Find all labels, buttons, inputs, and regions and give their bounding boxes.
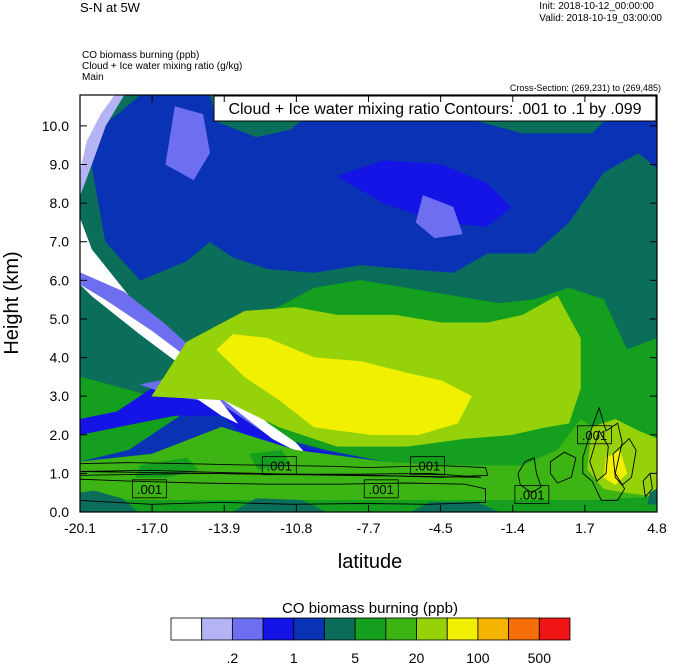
y-axis: 0.0 1.0 2.0 3.0 4.0 5.0 6.0 7.0 8.0 9.0 10.0 bbox=[42, 118, 657, 520]
colorbar-ticks: .2 1 5 20 100 500 bbox=[227, 650, 552, 666]
field-region-21 bbox=[216, 334, 472, 436]
y-tick-label: 2.0 bbox=[50, 427, 70, 443]
colorbar-swatch-7 bbox=[385, 617, 417, 641]
colorbar-swatch-0 bbox=[170, 617, 203, 641]
colorbar-tick-label: 20 bbox=[409, 650, 425, 666]
field-region-13 bbox=[80, 95, 125, 196]
contour-labels: .001 .001 .001 .001 .001 .001 bbox=[132, 425, 612, 505]
valid-time: Valid: 2018-10-19_03:00:00 bbox=[539, 13, 662, 24]
field-co-biomass: CO biomass burning (ppb) bbox=[82, 50, 200, 61]
y-tick-label: 8.0 bbox=[50, 195, 70, 211]
cross-section-label: Cross-Section: (269,231) to (269,485) bbox=[509, 83, 661, 93]
field-region-3 bbox=[336, 160, 512, 227]
field-region-27 bbox=[647, 488, 657, 505]
contour-lines bbox=[80, 406, 653, 505]
shaded-field bbox=[80, 95, 657, 512]
colorbar-swatch-9 bbox=[446, 617, 479, 641]
contour-line-2 bbox=[80, 469, 481, 478]
contour-line-1 bbox=[80, 478, 486, 505]
x-tick-label: -13.9 bbox=[208, 520, 240, 536]
y-tick-label: 1.0 bbox=[50, 465, 70, 481]
x-tick-label: 4.8 bbox=[647, 520, 667, 536]
colorbar-tick-label: 500 bbox=[528, 650, 552, 666]
contour-label-box-4 bbox=[514, 485, 550, 505]
field-main: Main bbox=[82, 72, 104, 83]
field-region-23 bbox=[603, 449, 628, 486]
x-tick-label: -10.8 bbox=[280, 520, 312, 536]
contour-line-6 bbox=[589, 429, 609, 482]
colorbar-swatch-11 bbox=[508, 617, 540, 641]
x-tick-label: -1.4 bbox=[501, 520, 525, 536]
contour-label-0: .001 bbox=[137, 482, 162, 497]
field-region-24 bbox=[80, 490, 139, 512]
x-tick-label: -20.1 bbox=[64, 520, 96, 536]
contour-title: Cloud + Ice water mixing ratio Contours:… bbox=[228, 101, 641, 118]
x-tick-label: -4.5 bbox=[429, 520, 453, 536]
contour-label-3: .001 bbox=[415, 459, 440, 474]
contour-title-box: Cloud + Ice water mixing ratio Contours:… bbox=[213, 95, 657, 122]
colorbar-tick-label: 100 bbox=[466, 650, 490, 666]
colorbar-title: CO biomass burning (ppb) bbox=[282, 600, 458, 617]
y-tick-label: 0.0 bbox=[50, 504, 70, 520]
y-tick-label: 4.0 bbox=[50, 350, 70, 366]
contour-label-box-2 bbox=[363, 479, 399, 499]
x-tick-label: -7.7 bbox=[356, 520, 380, 536]
y-tick-label: 9.0 bbox=[50, 157, 70, 173]
colorbar-swatch-1 bbox=[201, 617, 233, 641]
x-tick-label: 1.7 bbox=[575, 520, 595, 536]
y-tick-label: 5.0 bbox=[50, 311, 70, 327]
contour-line-3 bbox=[517, 457, 542, 494]
contour-line-8 bbox=[642, 472, 653, 498]
colorbar-tick-label: .2 bbox=[227, 650, 239, 666]
field-cloud-ice: Cloud + Ice water mixing ratio (g/kg) bbox=[82, 61, 243, 72]
contour-label-4: .001 bbox=[519, 488, 544, 503]
colorbar-tick-label: 1 bbox=[290, 650, 298, 666]
x-tick-label: -17.0 bbox=[136, 520, 168, 536]
contour-label-1: .001 bbox=[267, 459, 292, 474]
contour-line-7 bbox=[612, 437, 637, 486]
init-time: Init: 2018-10-12_00:00:00 bbox=[539, 1, 654, 12]
contour-line-4 bbox=[549, 451, 577, 484]
y-tick-label: 7.0 bbox=[50, 234, 70, 250]
contour-label-2: .001 bbox=[369, 482, 394, 497]
colorbar-swatch-2 bbox=[231, 617, 264, 641]
colorbar-swatch-10 bbox=[477, 617, 510, 641]
colorbar-swatch-12 bbox=[538, 617, 571, 641]
field-list: CO biomass burning (ppb) Cloud + Ice wat… bbox=[82, 50, 242, 83]
colorbar-swatch-8 bbox=[416, 617, 448, 641]
colorbar-swatch-6 bbox=[354, 617, 387, 641]
colorbar-swatch-4 bbox=[293, 617, 325, 641]
contour-label-box-5 bbox=[577, 425, 612, 445]
y-tick-label: 10.0 bbox=[42, 118, 69, 134]
colorbar-swatch-3 bbox=[262, 617, 295, 641]
y-tick-label: 6.0 bbox=[50, 272, 70, 288]
field-region-6 bbox=[415, 195, 463, 239]
colorbar-tick-label: 5 bbox=[351, 650, 359, 666]
colorbar bbox=[170, 617, 571, 641]
x-axis-label: latitude bbox=[338, 551, 403, 573]
time-info: Init: 2018-10-12_00:00:00 Valid: 2018-10… bbox=[539, 1, 662, 25]
contour-label-box-1 bbox=[261, 456, 297, 476]
colorbar-swatch-5 bbox=[324, 617, 356, 641]
plot-title: S-N at 5W bbox=[80, 0, 140, 15]
x-axis: -20.1 -17.0 -13.9 -10.8 -7.7 -4.5 -1.4 1.7 4.8 bbox=[64, 95, 667, 536]
contour-label-5: .001 bbox=[582, 428, 607, 443]
contour-label-box-0 bbox=[132, 479, 167, 499]
y-tick-label: 3.0 bbox=[50, 388, 70, 404]
y-axis-label: Height (km) bbox=[1, 251, 23, 354]
field-region-4 bbox=[165, 106, 211, 181]
contour-label-box-3 bbox=[410, 456, 445, 476]
